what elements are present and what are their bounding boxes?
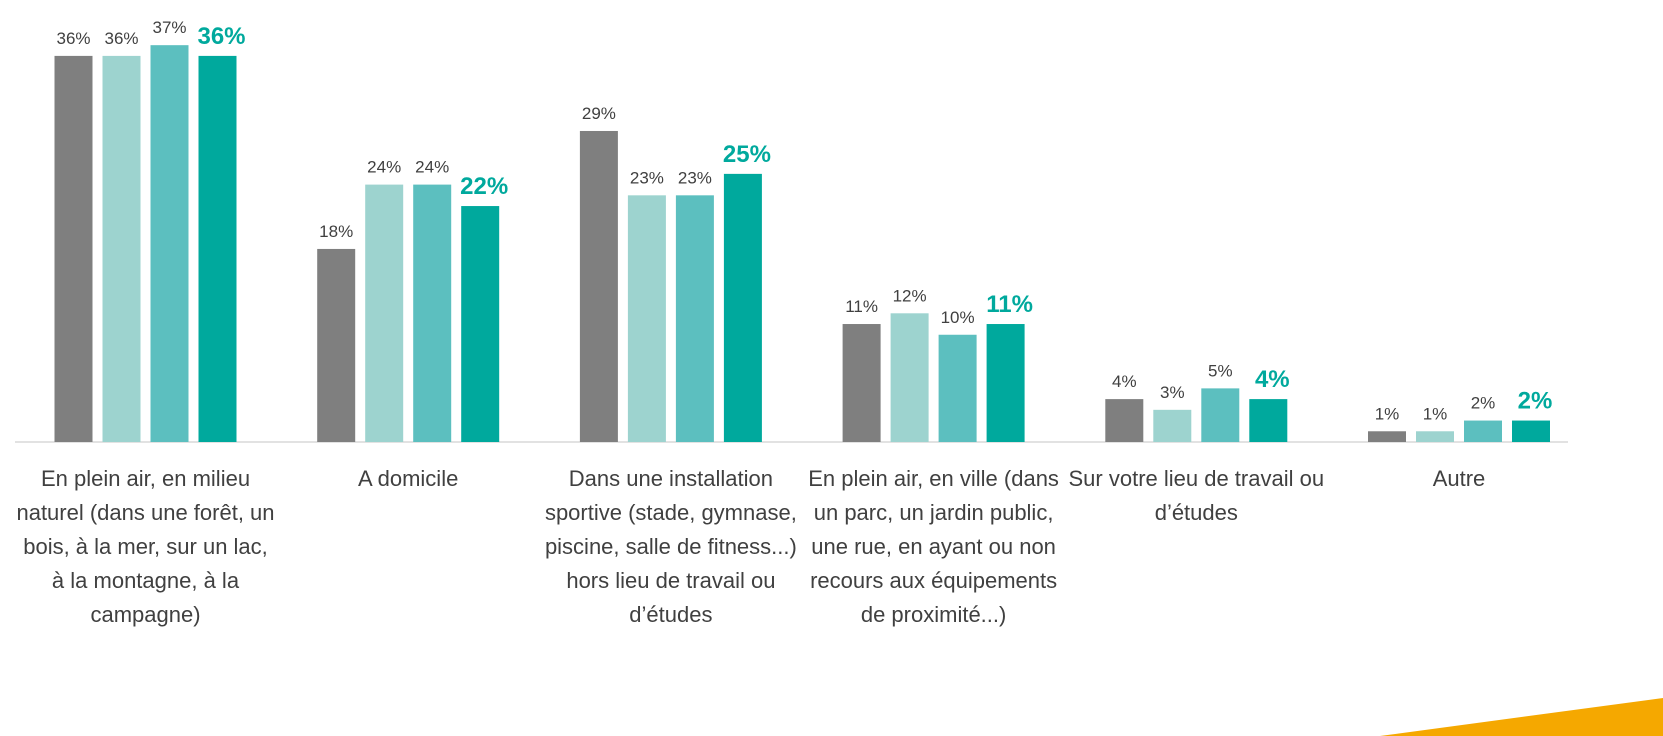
bar	[198, 55, 237, 443]
bar	[675, 195, 714, 442]
value-label: 1%	[1375, 404, 1400, 423]
value-label: 10%	[941, 308, 975, 327]
value-label: 24%	[367, 158, 401, 177]
value-label: 22%	[460, 173, 508, 200]
bar	[842, 324, 881, 442]
value-label: 1%	[1423, 404, 1448, 423]
value-label: 4%	[1112, 372, 1137, 391]
bar	[1368, 431, 1406, 442]
bar	[150, 45, 189, 443]
bar	[317, 248, 356, 442]
x-tick-label: Dans une installation sportive (stade, g…	[544, 466, 797, 627]
bar	[723, 173, 762, 442]
bar	[1249, 399, 1288, 442]
value-label: 23%	[678, 168, 712, 187]
bar	[1105, 399, 1144, 442]
bar	[413, 184, 452, 442]
value-label: 12%	[893, 286, 927, 305]
x-tick-label: A domicile	[358, 466, 459, 491]
bar	[579, 130, 618, 442]
bar	[1416, 431, 1454, 442]
bar	[102, 55, 141, 443]
value-label: 18%	[319, 222, 353, 241]
value-label: 11%	[845, 297, 878, 316]
bar	[54, 55, 93, 443]
bar	[1512, 420, 1550, 442]
x-tick-label: En plein air, en milieu naturel (dans un…	[16, 466, 275, 627]
value-label: 37%	[152, 18, 186, 37]
value-label: 23%	[630, 168, 664, 187]
bar	[890, 313, 929, 442]
value-label: 36%	[104, 29, 138, 48]
value-label: 29%	[582, 104, 616, 123]
value-label: 5%	[1208, 361, 1233, 380]
bar	[627, 195, 666, 442]
value-label: 25%	[723, 141, 771, 168]
value-label: 2%	[1471, 394, 1496, 413]
decoration	[1380, 698, 1663, 736]
bar	[1201, 388, 1240, 442]
bar	[461, 206, 500, 442]
value-label: 2%	[1518, 388, 1553, 415]
bar	[986, 324, 1025, 442]
value-label: 24%	[415, 158, 449, 177]
value-label: 3%	[1160, 383, 1185, 402]
value-label: 4%	[1255, 366, 1290, 393]
x-tick-label: En plein air, en ville (dans un parc, un…	[808, 466, 1059, 627]
x-tick-label: Sur votre lieu de travail ou d’études	[1068, 466, 1325, 525]
bar	[365, 184, 404, 442]
x-tick-label: Autre	[1432, 466, 1486, 491]
value-label: 36%	[56, 29, 90, 48]
bar	[938, 334, 977, 442]
bar	[1464, 420, 1502, 442]
bar	[1153, 409, 1192, 442]
value-label: 11%	[986, 291, 1033, 318]
value-label: 36%	[197, 23, 245, 50]
